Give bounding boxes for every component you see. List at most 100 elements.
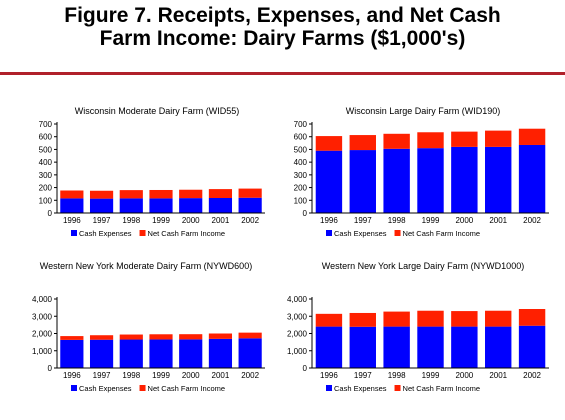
- bar-net-cash-farm-income: [485, 311, 511, 327]
- bar-cash-expenses: [149, 198, 172, 213]
- bar-net-cash-farm-income: [451, 132, 477, 147]
- x-tick-label: 2002: [523, 216, 541, 225]
- bar-cash-expenses: [519, 326, 545, 368]
- x-tick-label: 2001: [212, 371, 230, 380]
- bar-cash-expenses: [417, 148, 443, 213]
- x-tick-label: 2000: [455, 371, 473, 380]
- legend-swatch: [326, 385, 332, 391]
- bar-net-cash-farm-income: [209, 334, 232, 339]
- x-tick-label: 2000: [455, 216, 473, 225]
- y-tick-label: 400: [39, 158, 53, 167]
- y-tick-label: 500: [39, 145, 53, 154]
- bar-net-cash-farm-income: [149, 190, 172, 198]
- bar-cash-expenses: [383, 149, 409, 213]
- chart-nywd1000: Western New York Large Dairy Farm (NYWD1…: [283, 255, 565, 405]
- bar-cash-expenses: [179, 339, 202, 368]
- bar-cash-expenses: [209, 198, 232, 213]
- y-tick-label: 0: [303, 364, 308, 373]
- x-tick-label: 2002: [241, 216, 259, 225]
- x-tick-label: 1996: [320, 216, 338, 225]
- bar-net-cash-farm-income: [179, 334, 202, 339]
- bar-cash-expenses: [451, 327, 477, 368]
- bar-cash-expenses: [120, 340, 143, 368]
- x-tick-label: 2000: [182, 216, 200, 225]
- y-tick-label: 4,000: [287, 295, 308, 304]
- y-tick-label: 3,000: [287, 312, 308, 321]
- bar-cash-expenses: [149, 339, 172, 368]
- legend-label: Cash Expenses: [334, 384, 387, 393]
- y-tick-label: 500: [294, 145, 308, 154]
- bar-net-cash-farm-income: [149, 334, 172, 339]
- y-tick-label: 0: [303, 209, 308, 218]
- bar-cash-expenses: [451, 147, 477, 213]
- chart-panel-wid55: Wisconsin Moderate Dairy Farm (WID55)010…: [0, 100, 283, 250]
- y-tick-label: 100: [294, 196, 308, 205]
- bar-cash-expenses: [209, 339, 232, 368]
- bar-cash-expenses: [90, 199, 113, 213]
- y-tick-label: 2,000: [32, 330, 53, 339]
- y-tick-label: 200: [39, 184, 53, 193]
- x-tick-label: 1998: [388, 371, 406, 380]
- x-tick-label: 1996: [320, 371, 338, 380]
- y-tick-label: 0: [48, 364, 53, 373]
- legend-label: Net Cash Farm Income: [148, 229, 226, 238]
- y-tick-label: 300: [294, 171, 308, 180]
- bar-cash-expenses: [60, 198, 83, 213]
- chart-nywd600: Western New York Moderate Dairy Farm (NY…: [0, 255, 283, 405]
- bar-net-cash-farm-income: [350, 313, 376, 327]
- chart-panel-nywd1000: Western New York Large Dairy Farm (NYWD1…: [283, 255, 565, 405]
- legend-label: Net Cash Farm Income: [148, 384, 226, 393]
- bar-net-cash-farm-income: [485, 131, 511, 147]
- x-tick-label: 1998: [388, 216, 406, 225]
- bar-net-cash-farm-income: [120, 335, 143, 340]
- chart-title: Western New York Moderate Dairy Farm (NY…: [40, 261, 252, 271]
- y-tick-label: 700: [39, 120, 53, 129]
- legend-label: Cash Expenses: [79, 229, 132, 238]
- legend-label: Cash Expenses: [334, 229, 387, 238]
- y-tick-label: 1,000: [287, 347, 308, 356]
- x-tick-label: 1997: [93, 216, 111, 225]
- bar-net-cash-farm-income: [519, 309, 545, 326]
- bar-net-cash-farm-income: [350, 135, 376, 150]
- bar-net-cash-farm-income: [383, 312, 409, 327]
- x-tick-label: 1999: [422, 216, 440, 225]
- bar-net-cash-farm-income: [179, 190, 202, 198]
- bar-cash-expenses: [485, 327, 511, 368]
- bar-net-cash-farm-income: [417, 311, 443, 327]
- x-tick-label: 1998: [122, 216, 140, 225]
- title-divider: [0, 72, 565, 75]
- x-tick-label: 1996: [63, 216, 81, 225]
- bar-cash-expenses: [239, 338, 262, 368]
- y-tick-label: 400: [294, 158, 308, 167]
- x-tick-label: 2001: [489, 371, 507, 380]
- bar-net-cash-farm-income: [90, 335, 113, 339]
- bar-net-cash-farm-income: [90, 191, 113, 199]
- x-tick-label: 1998: [122, 371, 140, 380]
- chart-panel-wid190: Wisconsin Large Dairy Farm (WID190)01002…: [283, 100, 565, 250]
- bar-cash-expenses: [350, 327, 376, 368]
- bar-net-cash-farm-income: [383, 134, 409, 149]
- bar-net-cash-farm-income: [60, 190, 83, 198]
- figure-title-line-1: Figure 7. Receipts, Expenses, and Net Ca…: [0, 4, 565, 27]
- chart-wid55: Wisconsin Moderate Dairy Farm (WID55)010…: [0, 100, 283, 250]
- x-tick-label: 2002: [523, 371, 541, 380]
- bar-net-cash-farm-income: [316, 136, 342, 151]
- x-tick-label: 2002: [241, 371, 259, 380]
- chart-title: Western New York Large Dairy Farm (NYWD1…: [322, 261, 524, 271]
- legend-label: Net Cash Farm Income: [403, 384, 481, 393]
- legend-swatch: [140, 230, 146, 236]
- y-tick-label: 300: [39, 171, 53, 180]
- x-tick-label: 2000: [182, 371, 200, 380]
- bar-cash-expenses: [239, 198, 262, 213]
- x-tick-label: 1997: [93, 371, 111, 380]
- bar-net-cash-farm-income: [60, 336, 83, 340]
- y-tick-label: 600: [294, 133, 308, 142]
- bar-net-cash-farm-income: [120, 190, 143, 198]
- x-tick-label: 1999: [422, 371, 440, 380]
- bar-cash-expenses: [316, 151, 342, 213]
- bar-net-cash-farm-income: [239, 189, 262, 198]
- y-tick-label: 700: [294, 120, 308, 129]
- bar-net-cash-farm-income: [239, 333, 262, 339]
- y-tick-label: 0: [48, 209, 53, 218]
- x-tick-label: 2001: [212, 216, 230, 225]
